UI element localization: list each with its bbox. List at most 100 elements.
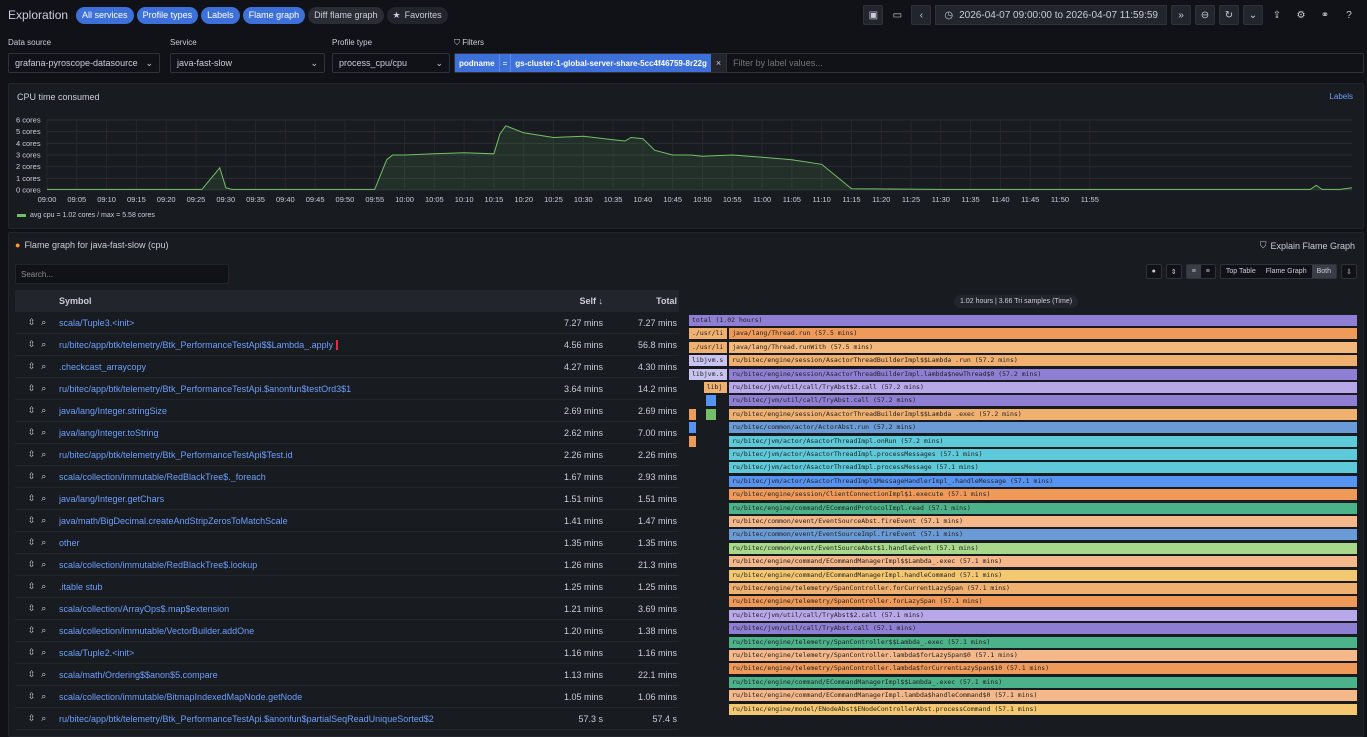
cpu-chart[interactable]: 0 cores 1 cores 2 cores 3 cores 4 cores 5 cor… [9, 84, 1365, 212]
tab-profile-types[interactable]: Profile types [136, 6, 199, 24]
flame-bar[interactable]: libjvm.s [689, 368, 727, 380]
row-symbol[interactable]: scala/math/Ordering$$anon$5.compare [59, 669, 218, 680]
flame-bar[interactable]: ru/bitec/engine/telemetry/SpanController… [729, 596, 1357, 608]
table-row[interactable]: ⇳ ⌕ scala/collection/ArrayOps$.map$extensi… [15, 598, 679, 620]
flame-bar[interactable]: ru/bitec/common/actor/ActorAbst.run (57.… [729, 422, 1357, 434]
flame-bar[interactable]: total (1.02 hours) [689, 315, 1357, 326]
row-symbol[interactable]: java/lang/Integer.getChars [59, 493, 165, 504]
focus-icon[interactable]: ⇳ [27, 361, 36, 371]
search-icon[interactable]: ⌕ [41, 361, 47, 371]
flame-bar[interactable]: ru/bitec/engine/telemetry/SpanController… [729, 650, 1357, 661]
flame-bar[interactable] [689, 422, 697, 434]
service-select[interactable]: java-fast-slow ⌄ [170, 53, 325, 73]
filter-chip-remove-icon[interactable]: × [710, 54, 727, 72]
flame-bar[interactable]: ru/bitec/engine/session/AsactorThreadBui… [729, 368, 1357, 380]
row-symbol[interactable]: scala/collection/ArrayOps$.map$extension [59, 603, 230, 614]
table-row[interactable]: ⇳ ⌕ scala/Tuple3.<init> 7.27 mins 7.27 mins [15, 312, 679, 334]
flame-bar[interactable]: ru/bitec/engine/telemetry/SpanController… [729, 663, 1357, 675]
search-icon[interactable]: ⌕ [41, 603, 47, 613]
tab-diff-flame-graph[interactable]: Diff flame graph [308, 6, 384, 24]
flame-bar[interactable]: ru/bitec/jvm/actor/AsactorThreadImpl.pro… [729, 462, 1357, 474]
flame-bar[interactable]: ru/bitec/jvm/util/call/TryAbst$2.call (5… [729, 382, 1357, 393]
focus-icon[interactable]: ⇳ [27, 625, 36, 635]
flame-bar[interactable]: ru/bitec/engine/telemetry/SpanController… [729, 636, 1357, 648]
symbol-header[interactable]: Symbol [59, 296, 92, 306]
flame-bar[interactable]: ru/bitec/engine/command/ECommandManagerI… [729, 676, 1357, 688]
row-symbol[interactable]: scala/collection/immutable/RedBlackTree$… [59, 471, 266, 482]
data-source-select[interactable]: grafana-pyroscope-datasource ⌄ [8, 53, 160, 73]
search-icon[interactable]: ⌕ [41, 713, 47, 723]
tab-labels[interactable]: Labels [201, 6, 240, 24]
link-icon[interactable]: ⚭ [1320, 9, 1330, 21]
profile-type-select[interactable]: process_cpu/cpu ⌄ [332, 53, 450, 73]
table-row[interactable]: ⇳ ⌕ ru/bitec/app/btk/telemetry/Btk_Perform… [15, 334, 679, 356]
search-icon[interactable]: ⌕ [41, 471, 47, 481]
align-right-icon[interactable]: ≡ [1205, 268, 1210, 275]
flame-bar[interactable]: ru/bitec/engine/telemetry/SpanController… [729, 583, 1357, 594]
flame-bar[interactable]: ru/bitec/engine/session/AsactorThreadBui… [729, 355, 1357, 367]
table-row[interactable]: ⇳ ⌕ .checkcast_arraycopy 4.27 mins 4.30 mins [15, 356, 679, 378]
row-symbol[interactable]: ru/bitec/app/btk/telemetry/Btk_Performan… [59, 713, 434, 724]
self-header[interactable]: Self ↓ [579, 296, 603, 306]
focus-icon[interactable]: ⇳ [27, 449, 36, 459]
view-flame-graph[interactable]: Flame Graph [1265, 268, 1307, 275]
table-row[interactable]: ⇳ ⌕ scala/collection/immutable/RedBlackTre… [15, 466, 679, 488]
view-top-table[interactable]: Top Table [1225, 268, 1256, 275]
row-symbol[interactable]: ru/bitec/app/btk/telemetry/Btk_Performan… [59, 449, 293, 460]
flame-bar[interactable]: ru/bitec/common/event/EventSourceAbst$1.… [729, 542, 1357, 554]
focus-icon[interactable]: ⇳ [27, 339, 36, 349]
focus-icon[interactable]: ⇳ [27, 405, 36, 415]
search-icon[interactable]: ⌕ [41, 669, 47, 679]
search-icon[interactable]: ⌕ [41, 383, 47, 393]
search-icon[interactable]: ⌕ [41, 581, 47, 591]
folder-icon[interactable]: ▭ [892, 9, 903, 21]
search-icon[interactable]: ⌕ [41, 559, 47, 569]
favorites-button[interactable]: ★ Favorites [386, 6, 448, 24]
search-icon[interactable]: ⌕ [41, 493, 47, 503]
table-row[interactable]: ⇳ ⌕ scala/collection/immutable/VectorBuild… [15, 620, 679, 642]
table-row[interactable]: ⇳ ⌕ scala/Tuple2.<init> 1.16 mins 1.16 mins [15, 642, 679, 664]
align-left-icon[interactable]: ≡ [1186, 265, 1201, 278]
search-icon[interactable]: ⌕ [41, 515, 47, 525]
download-icon[interactable]: ⇩ [1341, 264, 1357, 279]
flame-bar[interactable]: ru/bitec/engine/model/ENodeAbst$ENodeCon… [729, 703, 1357, 715]
table-row[interactable]: ⇳ ⌕ java/lang/Integer.getChars 1.51 mins 1.5… [15, 488, 679, 510]
focus-icon[interactable]: ⇳ [27, 317, 36, 327]
search-icon[interactable]: ⌕ [41, 405, 47, 415]
table-row[interactable]: ⇳ ⌕ java/lang/Integer.toString 2.62 mins 7.0… [15, 422, 679, 444]
table-row[interactable]: ⇳ ⌕ scala/collection/immutable/RedBlackTre… [15, 554, 679, 576]
flame-bar[interactable]: ru/bitec/common/event/EventSourceImpl.fi… [729, 529, 1357, 541]
flame-bar[interactable]: ru/bitec/jvm/util/call/TryAbst$2.call (5… [729, 609, 1357, 621]
chart-legend[interactable]: avg cpu = 1.02 cores / max = 5.58 cores [17, 212, 155, 219]
flame-bar[interactable] [706, 408, 717, 420]
flame-bar[interactable]: ru/bitec/engine/command/ECommandManagerI… [729, 690, 1357, 702]
focus-icon[interactable]: ⇳ [27, 493, 36, 503]
row-symbol[interactable]: java/lang/Integer.toString [59, 427, 159, 438]
tab-all-services[interactable]: All services [76, 6, 134, 24]
search-icon[interactable]: ⌕ [41, 339, 47, 349]
row-symbol[interactable]: ru/bitec/app/btk/telemetry/Btk_Performan… [59, 383, 352, 394]
row-symbol[interactable]: java/math/BigDecimal.createAndStripZeros… [59, 515, 288, 526]
table-row[interactable]: ⇳ ⌕ scala/collection/immutable/BitmapIndex… [15, 686, 679, 708]
flame-bar[interactable]: ru/bitec/jvm/actor/AsactorThreadImpl.pro… [729, 449, 1357, 460]
flame-bar[interactable]: java/lang/Thread.runWith (57.5 mins) [729, 341, 1357, 353]
help-icon[interactable]: ? [1346, 9, 1352, 21]
share-icon[interactable]: ⇪ [1272, 9, 1282, 21]
focus-icon[interactable]: ⇳ [27, 515, 36, 525]
focus-icon[interactable]: ⇳ [27, 383, 36, 393]
row-symbol[interactable]: scala/Tuple3.<init> [59, 317, 135, 328]
flame-bar[interactable]: java/lang/Thread.run (57.5 mins) [729, 328, 1357, 340]
flame-bar[interactable]: ru/bitec/engine/session/ClientConnection… [729, 489, 1357, 501]
table-row[interactable]: ⇳ ⌕ ru/bitec/app/btk/telemetry/Btk_Perform… [15, 708, 679, 730]
table-row[interactable]: ⇳ ⌕ other 1.35 mins 1.35 mins [15, 532, 679, 554]
table-row[interactable]: ⇳ ⌕ java/lang/Integer.stringSize 2.69 mins 2… [15, 400, 679, 422]
labels-link[interactable]: Labels [1329, 92, 1353, 101]
total-header[interactable]: Total [656, 296, 677, 306]
flame-bar[interactable]: libjvm.s [689, 355, 727, 367]
focus-icon[interactable]: ⇳ [27, 713, 36, 723]
time-range-picker[interactable]: ◷ 2026-04-07 09:00:00 to 2026-04-07 11:59… [935, 5, 1167, 25]
time-forward-button[interactable]: » [1171, 5, 1191, 25]
focus-icon[interactable]: ⇳ [27, 559, 36, 569]
flame-bar[interactable]: ru/bitec/common/event/EventSourceAbst.fi… [729, 516, 1357, 527]
flame-bar[interactable]: ru/bitec/jvm/util/call/TryAbst.call (57.… [729, 395, 1357, 407]
